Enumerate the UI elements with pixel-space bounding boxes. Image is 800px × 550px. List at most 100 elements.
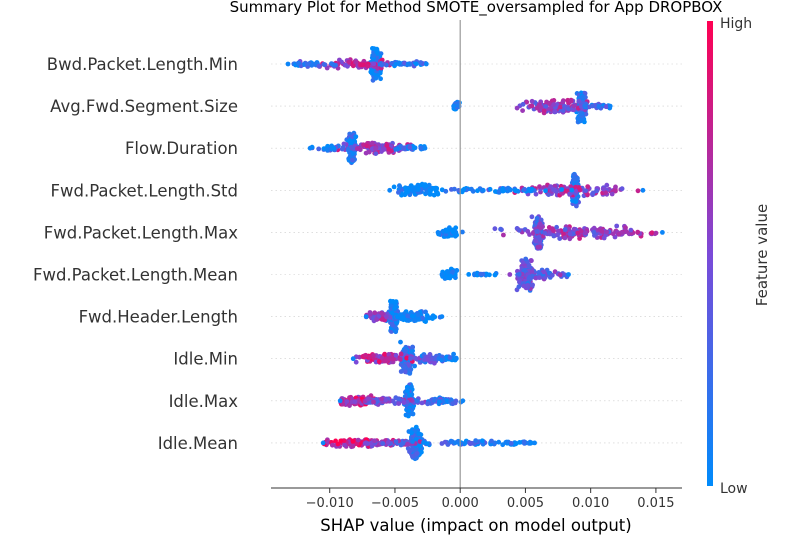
shap-point [401, 364, 407, 370]
shap-point [525, 283, 530, 289]
feature-label: Idle.Min [173, 350, 238, 369]
shap-point [453, 356, 459, 362]
grid-lines [271, 63, 682, 444]
shap-point [425, 357, 431, 362]
shap-point [372, 310, 378, 316]
feature-row-points [337, 382, 466, 419]
shap-point [350, 151, 356, 156]
shap-point [309, 62, 315, 68]
shap-point [623, 225, 628, 231]
shap-point [422, 145, 428, 151]
shap-point [373, 146, 378, 151]
shap-point [401, 400, 407, 405]
shap-point [393, 299, 399, 304]
shap-point [443, 188, 449, 194]
shap-point [405, 61, 411, 67]
shap-point [479, 438, 485, 444]
shap-point [551, 233, 557, 239]
feature-row-points [439, 256, 571, 293]
shap-point [529, 98, 535, 104]
shap-point [320, 440, 326, 446]
feature-label: Flow.Duration [125, 139, 238, 158]
shap-point [653, 230, 659, 236]
shap-point [452, 186, 457, 192]
shap-point [551, 98, 557, 103]
shap-point [396, 190, 401, 195]
shap-point [354, 146, 360, 152]
shap-point [520, 108, 525, 113]
shap-point [368, 69, 374, 75]
shap-point [425, 401, 431, 407]
shap-point [331, 145, 337, 151]
shap-point [528, 258, 534, 263]
shap-point [397, 357, 403, 362]
shap-point [543, 103, 549, 109]
shap-point [353, 134, 359, 140]
shap-point [533, 238, 539, 244]
shap-point [562, 235, 568, 241]
shap-point [536, 235, 542, 241]
shap-point [554, 224, 559, 230]
shap-point [383, 314, 389, 320]
shap-point [583, 230, 588, 236]
shap-point [413, 61, 419, 67]
shap-point [363, 352, 368, 358]
shap-point [418, 60, 424, 65]
shap-point [402, 192, 408, 198]
shap-point [516, 284, 522, 290]
shap-point [475, 188, 480, 194]
shap-point [448, 273, 453, 279]
shap-point [522, 186, 527, 192]
shap-point [432, 185, 437, 191]
shap-point [347, 403, 352, 408]
shap-point [363, 314, 369, 319]
shap-point [442, 439, 448, 445]
shap-point [460, 398, 466, 404]
shap-point [324, 147, 330, 152]
shap-point [296, 60, 301, 66]
shap-point [329, 61, 334, 67]
shap-point [405, 388, 410, 394]
shap-point [379, 310, 384, 316]
shap-point [516, 271, 522, 277]
shap-point [577, 236, 582, 241]
shap-point [528, 440, 534, 446]
shap-point [409, 313, 415, 319]
shap-point [393, 61, 399, 67]
shap-point [455, 103, 461, 108]
shap-point [401, 145, 407, 151]
shap-point [421, 357, 427, 362]
shap-point [355, 437, 361, 443]
shap-point [552, 109, 558, 114]
shap-point [346, 59, 352, 65]
shap-point [408, 356, 413, 361]
shap-point [496, 439, 502, 445]
shap-point [498, 226, 503, 232]
feature-label: Avg.Fwd.Segment.Size [50, 97, 238, 116]
shap-point [423, 61, 429, 67]
shap-point [555, 232, 560, 238]
shap-point [389, 310, 395, 316]
x-axis-label: SHAP value (impact on model output) [320, 516, 631, 535]
shap-point [391, 356, 396, 362]
shap-point [579, 111, 584, 116]
shap-point [405, 313, 410, 319]
shap-point [412, 363, 417, 369]
shap-point [421, 440, 426, 445]
shap-point [392, 306, 397, 311]
shap-point [580, 94, 586, 100]
shap-point [366, 149, 372, 155]
shap-point [507, 272, 513, 277]
shap-point [367, 354, 373, 360]
shap-point [559, 187, 565, 192]
shap-point [373, 75, 379, 81]
shap-point [582, 103, 588, 109]
shap-point [500, 188, 506, 193]
shap-point [603, 190, 608, 196]
shap-point [575, 230, 581, 236]
shap-point [590, 103, 595, 109]
feature-row-points [307, 130, 428, 166]
shap-point [403, 369, 408, 375]
x-tick-label: −0.005 [371, 496, 419, 511]
